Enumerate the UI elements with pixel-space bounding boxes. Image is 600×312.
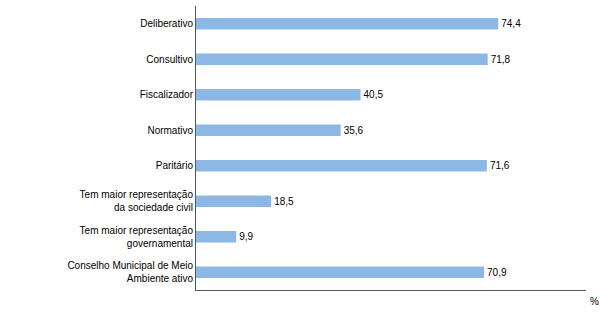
svg-text:74,4: 74,4 (501, 18, 521, 29)
svg-text:40,5: 40,5 (364, 89, 384, 100)
svg-text:Tem maior representaçãoda soci: Tem maior representaçãoda sociedade civi… (80, 189, 194, 213)
svg-text:Deliberativo: Deliberativo (140, 18, 193, 29)
svg-text:Fiscalizador: Fiscalizador (140, 89, 194, 100)
svg-text:35,6: 35,6 (344, 125, 364, 136)
svg-text:Consultivo: Consultivo (146, 54, 193, 65)
svg-text:Normativo: Normativo (147, 125, 193, 136)
svg-text:9,9: 9,9 (239, 231, 253, 242)
svg-text:71,6: 71,6 (490, 160, 510, 171)
svg-text:Tem maior representaçãogoverna: Tem maior representaçãogovernamental (80, 225, 194, 249)
svg-text:18,5: 18,5 (274, 196, 294, 207)
svg-text:%: % (590, 296, 599, 307)
svg-text:Conselho Municipal de MeioAmbi: Conselho Municipal de MeioAmbiente ativo (67, 260, 193, 284)
svg-text:71,8: 71,8 (491, 54, 511, 65)
svg-text:70,9: 70,9 (487, 267, 507, 278)
svg-text:Paritário: Paritário (156, 160, 194, 171)
